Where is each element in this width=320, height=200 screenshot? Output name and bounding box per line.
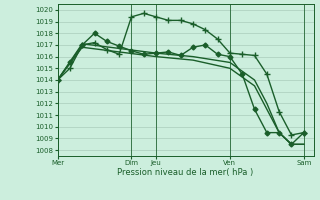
X-axis label: Pression niveau de la mer( hPa ): Pression niveau de la mer( hPa ) bbox=[117, 168, 254, 177]
